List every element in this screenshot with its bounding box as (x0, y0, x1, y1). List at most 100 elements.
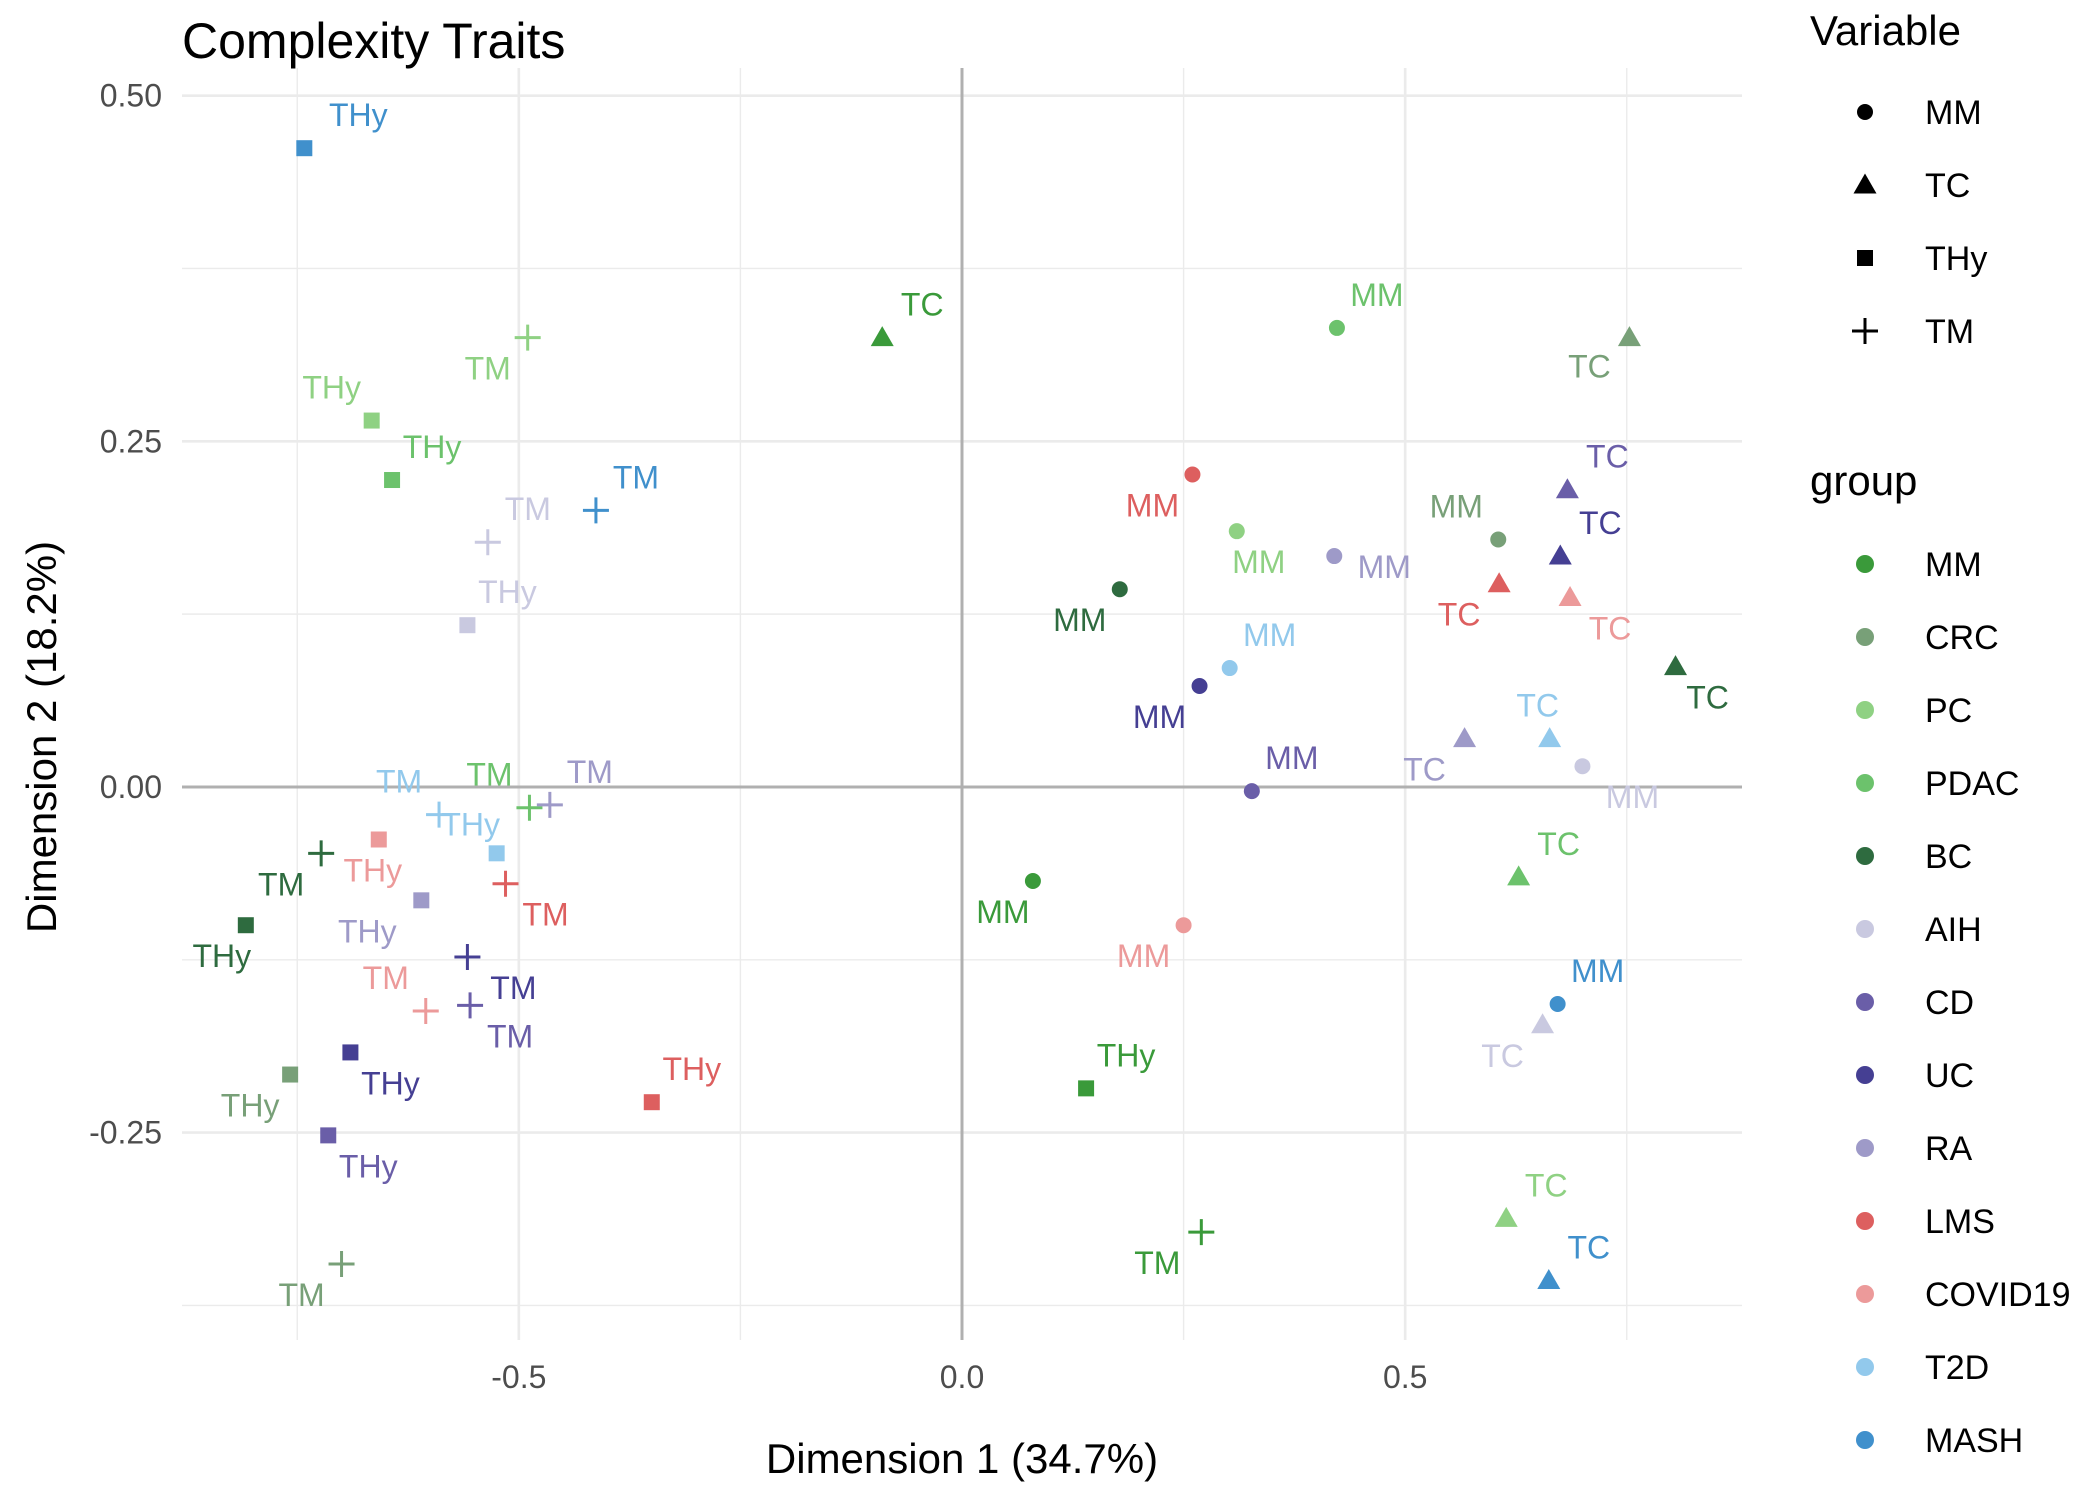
color-legend-label: CD (1925, 984, 1974, 1022)
color-legend-key-ra (1856, 1139, 1874, 1157)
data-point-pc-tm (514, 324, 541, 351)
color-legend-label: LMS (1925, 1203, 1995, 1241)
data-point-pc-thy (363, 412, 380, 429)
data-point-ra-tm (536, 791, 563, 818)
point-label: TC (1586, 439, 1629, 475)
data-points (237, 140, 1688, 1290)
data-point-pdac-thy (384, 472, 401, 489)
data-point-pdac-mm (1328, 319, 1345, 336)
data-point-pc-tc (1494, 1206, 1518, 1227)
data-point-aih-tc (1531, 1013, 1555, 1034)
data-point-t2d-tc (1538, 727, 1562, 748)
point-label: MM (1265, 740, 1318, 776)
data-point-mash-mm (1549, 996, 1566, 1013)
point-label: TC (1525, 1167, 1568, 1203)
y-axis-title: Dimension 2 (18.2%) (18, 541, 65, 933)
point-label: THy (1097, 1037, 1156, 1073)
point-label: TC (1568, 349, 1611, 385)
point-label: THy (662, 1051, 721, 1087)
shape-legend-key-tm (1852, 318, 1878, 344)
point-label: TM (376, 764, 422, 800)
point-label: TC (1537, 826, 1580, 862)
data-point-covid19-mm (1175, 917, 1192, 934)
data-point-bc-tc (1664, 655, 1688, 676)
data-point-uc-mm (1191, 678, 1208, 695)
y-tick-label: -0.25 (89, 1115, 162, 1151)
data-point-mash-tm (582, 497, 609, 524)
data-point-lms-mm (1184, 466, 1201, 483)
point-label: TM (1134, 1245, 1180, 1281)
point-label: MM (1133, 699, 1186, 735)
data-point-crc-tc (1617, 326, 1641, 347)
legend: Variable MM TC THy TM group MM CRC PC PDAC BC AI… (1810, 7, 2071, 1460)
point-label: MM (1350, 277, 1403, 313)
color-legend-key-aih (1856, 920, 1874, 938)
shape-legend-label: TM (1925, 313, 1974, 351)
point-label: TC (1403, 752, 1446, 788)
color-legend-key-t2d (1856, 1358, 1874, 1376)
point-label: MM (1117, 938, 1170, 974)
point-label: MM (1232, 544, 1285, 580)
y-tick-label: 0.25 (100, 423, 162, 459)
point-label: THy (329, 97, 388, 133)
point-label: MM (1430, 488, 1483, 524)
point-label: TM (505, 491, 551, 527)
point-label: THy (339, 1148, 398, 1184)
point-label: TM (567, 754, 613, 790)
color-legend-label: COVID19 (1925, 1276, 2071, 1314)
shape-legend-key-tc (1853, 173, 1877, 194)
data-point-lms-thy (643, 1094, 660, 1111)
data-point-covid19-tc (1558, 586, 1582, 607)
color-legend-key-bc (1856, 847, 1874, 865)
y-tick-label: 0.00 (100, 769, 162, 805)
color-legend-title: group (1810, 457, 1917, 504)
point-label: TC (1438, 597, 1481, 633)
data-point-mm-thy (1078, 1080, 1095, 1097)
color-legend-key-pdac (1856, 774, 1874, 792)
point-label: THy (192, 938, 251, 974)
data-point-pc-mm (1228, 523, 1245, 540)
shape-legend-label: THy (1925, 240, 1987, 278)
data-point-cd-thy (320, 1127, 337, 1144)
point-label: TM (363, 960, 409, 996)
shape-legend-label: MM (1925, 94, 1982, 132)
data-point-t2d-mm (1221, 660, 1238, 677)
point-label: TC (1686, 680, 1729, 716)
point-label: TM (490, 970, 536, 1006)
point-label: MM (1606, 779, 1659, 815)
point-label: TC (1567, 1230, 1610, 1266)
point-label: MM (1053, 602, 1106, 638)
color-legend-label: MM (1925, 546, 1982, 584)
color-legend-label: T2D (1925, 1349, 1989, 1387)
point-label: TC (1516, 688, 1559, 724)
data-point-ra-thy (413, 892, 430, 909)
color-legend-label: UC (1925, 1057, 1974, 1095)
x-tick-label: -0.5 (491, 1359, 546, 1395)
point-label: TM (465, 351, 511, 387)
data-point-cd-tc (1555, 478, 1579, 499)
data-point-aih-mm (1574, 758, 1591, 775)
data-point-mm-tc (870, 326, 894, 347)
point-label: THy (338, 913, 397, 949)
x-tick-label: 0.0 (940, 1359, 984, 1395)
chart-title: Complexity Traits (182, 13, 565, 69)
color-legend-key-covid19 (1856, 1285, 1874, 1303)
color-legend-label: CRC (1925, 619, 1999, 657)
data-point-crc-thy (282, 1066, 299, 1083)
point-label: MM (1358, 549, 1411, 585)
point-label: TC (901, 287, 944, 323)
x-tick-label: 0.5 (1383, 1359, 1427, 1395)
data-point-uc-tm (454, 944, 481, 971)
data-point-bc-thy (237, 917, 254, 934)
data-point-cd-tm (457, 992, 484, 1019)
point-label: THy (441, 806, 500, 842)
point-label: TM (613, 459, 659, 495)
data-point-crc-tm (328, 1250, 355, 1277)
data-point-ra-mm (1326, 548, 1343, 565)
point-label: MM (1571, 953, 1624, 989)
data-point-covid19-tm (412, 997, 439, 1024)
data-point-uc-thy (342, 1044, 359, 1061)
color-legend-key-crc (1856, 628, 1874, 646)
color-legend-key-lms (1856, 1212, 1874, 1230)
